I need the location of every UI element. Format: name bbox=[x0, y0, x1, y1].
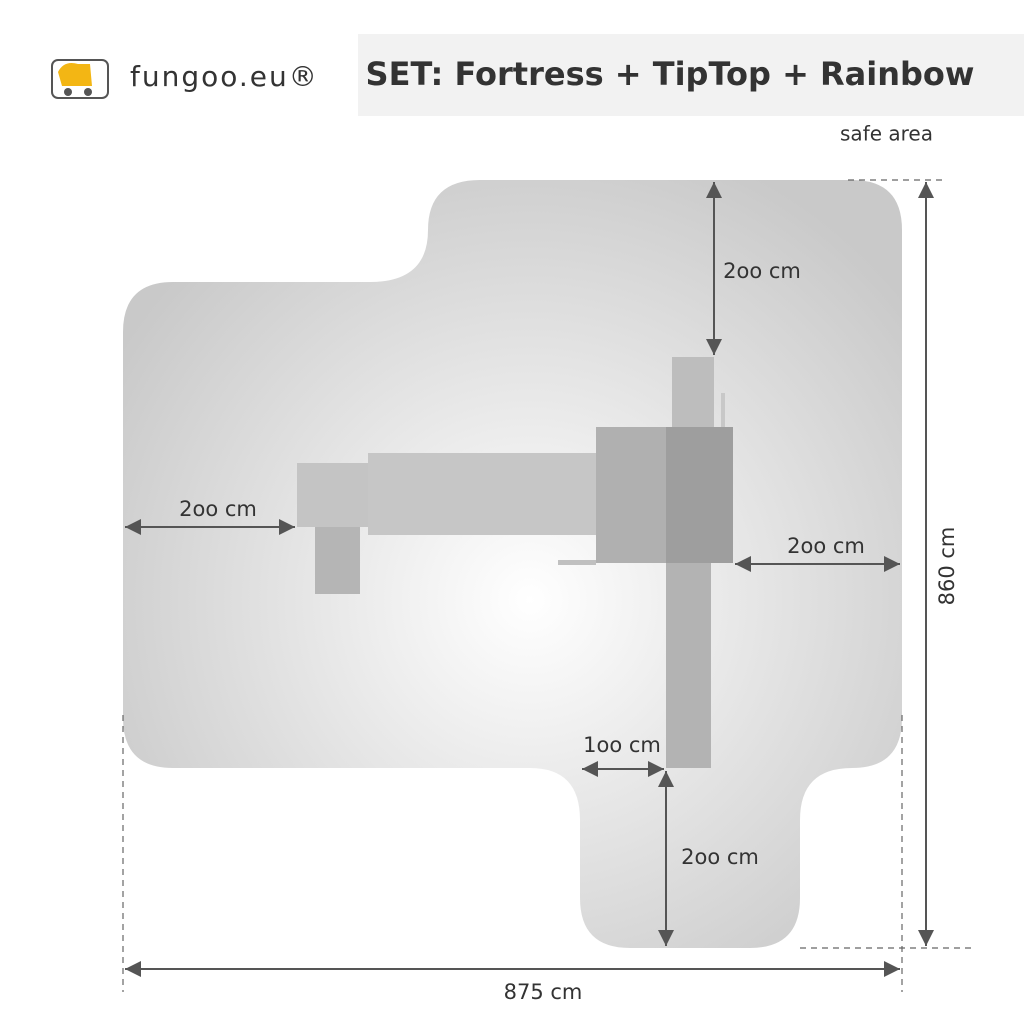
playset bbox=[297, 357, 733, 768]
dimension-label: 2oo cm bbox=[723, 259, 801, 283]
dimension-label: 2oo cm bbox=[681, 845, 759, 869]
logo-text: fungoo.eu® bbox=[130, 60, 319, 93]
logo: fungoo.eu® bbox=[51, 59, 319, 99]
title-bar bbox=[358, 34, 1024, 116]
dimension-label: 875 cm bbox=[504, 980, 583, 1004]
dimension-label: 1oo cm bbox=[583, 733, 661, 757]
dimension-label: 2oo cm bbox=[787, 534, 865, 558]
title: SET: Fortress + TipTop + Rainbow bbox=[366, 55, 975, 93]
dimension-label: 2oo cm bbox=[179, 497, 257, 521]
safe-area-label: safe area bbox=[840, 122, 933, 146]
dimension-label: 860 cm bbox=[935, 527, 959, 606]
